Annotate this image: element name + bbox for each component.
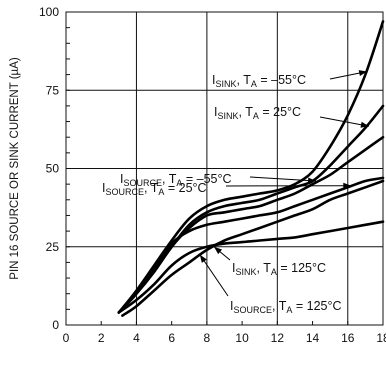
curves [117, 20, 385, 317]
curve-source-minus55 [117, 135, 385, 314]
series-label-sink-minus55: ISINK, TA = –55°C [212, 73, 306, 89]
x-tick-label: 6 [168, 331, 175, 345]
leader-arrowhead [358, 70, 368, 76]
series-label-sink-125: ISINK, TA = 125°C [232, 261, 326, 277]
y-axis-label: PIN 16 SOURCE OR SINK CURRENT (µA) [9, 57, 21, 280]
series-label-source-minus55: ISOURCE, TA = –55°C [120, 172, 232, 188]
leader-arrowhead [360, 121, 369, 128]
curve-sink-125 [117, 220, 385, 314]
y-tick-label: 100 [39, 5, 59, 19]
annotations: ISINK, TA = –55°C ISINK, TA = 25°C ISOURCE… [102, 70, 370, 315]
series-label-sink-25: ISINK, TA = 25°C [214, 105, 301, 121]
curve-source-125 [121, 179, 385, 317]
y-tick-label: 0 [52, 318, 59, 332]
leader-arrowhead [213, 246, 223, 255]
leader-arrowhead [199, 254, 207, 263]
y-tick-label: 50 [46, 162, 60, 176]
curve-source-25 [117, 176, 385, 314]
x-tick-label: 0 [63, 331, 70, 345]
leader-line [249, 176, 317, 182]
series-label-source-125: ISOURCE, TA = 125°C [230, 299, 342, 315]
x-tick-label: 14 [306, 331, 320, 345]
x-tick-label: 18 [376, 331, 386, 345]
x-tick-label: 10 [235, 331, 249, 345]
grid [65, 11, 384, 326]
curve-sink-minus55 [117, 20, 385, 314]
leader-line [319, 116, 370, 127]
ticks: 0 2 4 6 8 10 12 14 16 18 0 25 50 75 100 [39, 5, 386, 345]
y-tick-label: 25 [46, 240, 60, 254]
leader-arrowhead [307, 177, 317, 184]
x-tick-label: 16 [341, 331, 355, 345]
x-tick-label: 12 [271, 331, 285, 345]
series-label-source-25: ISOURCE, TA = 25°C [102, 181, 207, 197]
x-tick-label: 2 [98, 331, 105, 345]
leader-line [199, 254, 229, 297]
x-tick-label: 8 [204, 331, 211, 345]
x-tick-label: 4 [133, 331, 140, 345]
leader-arrowhead [343, 182, 352, 189]
y-tick-label: 75 [46, 83, 60, 97]
